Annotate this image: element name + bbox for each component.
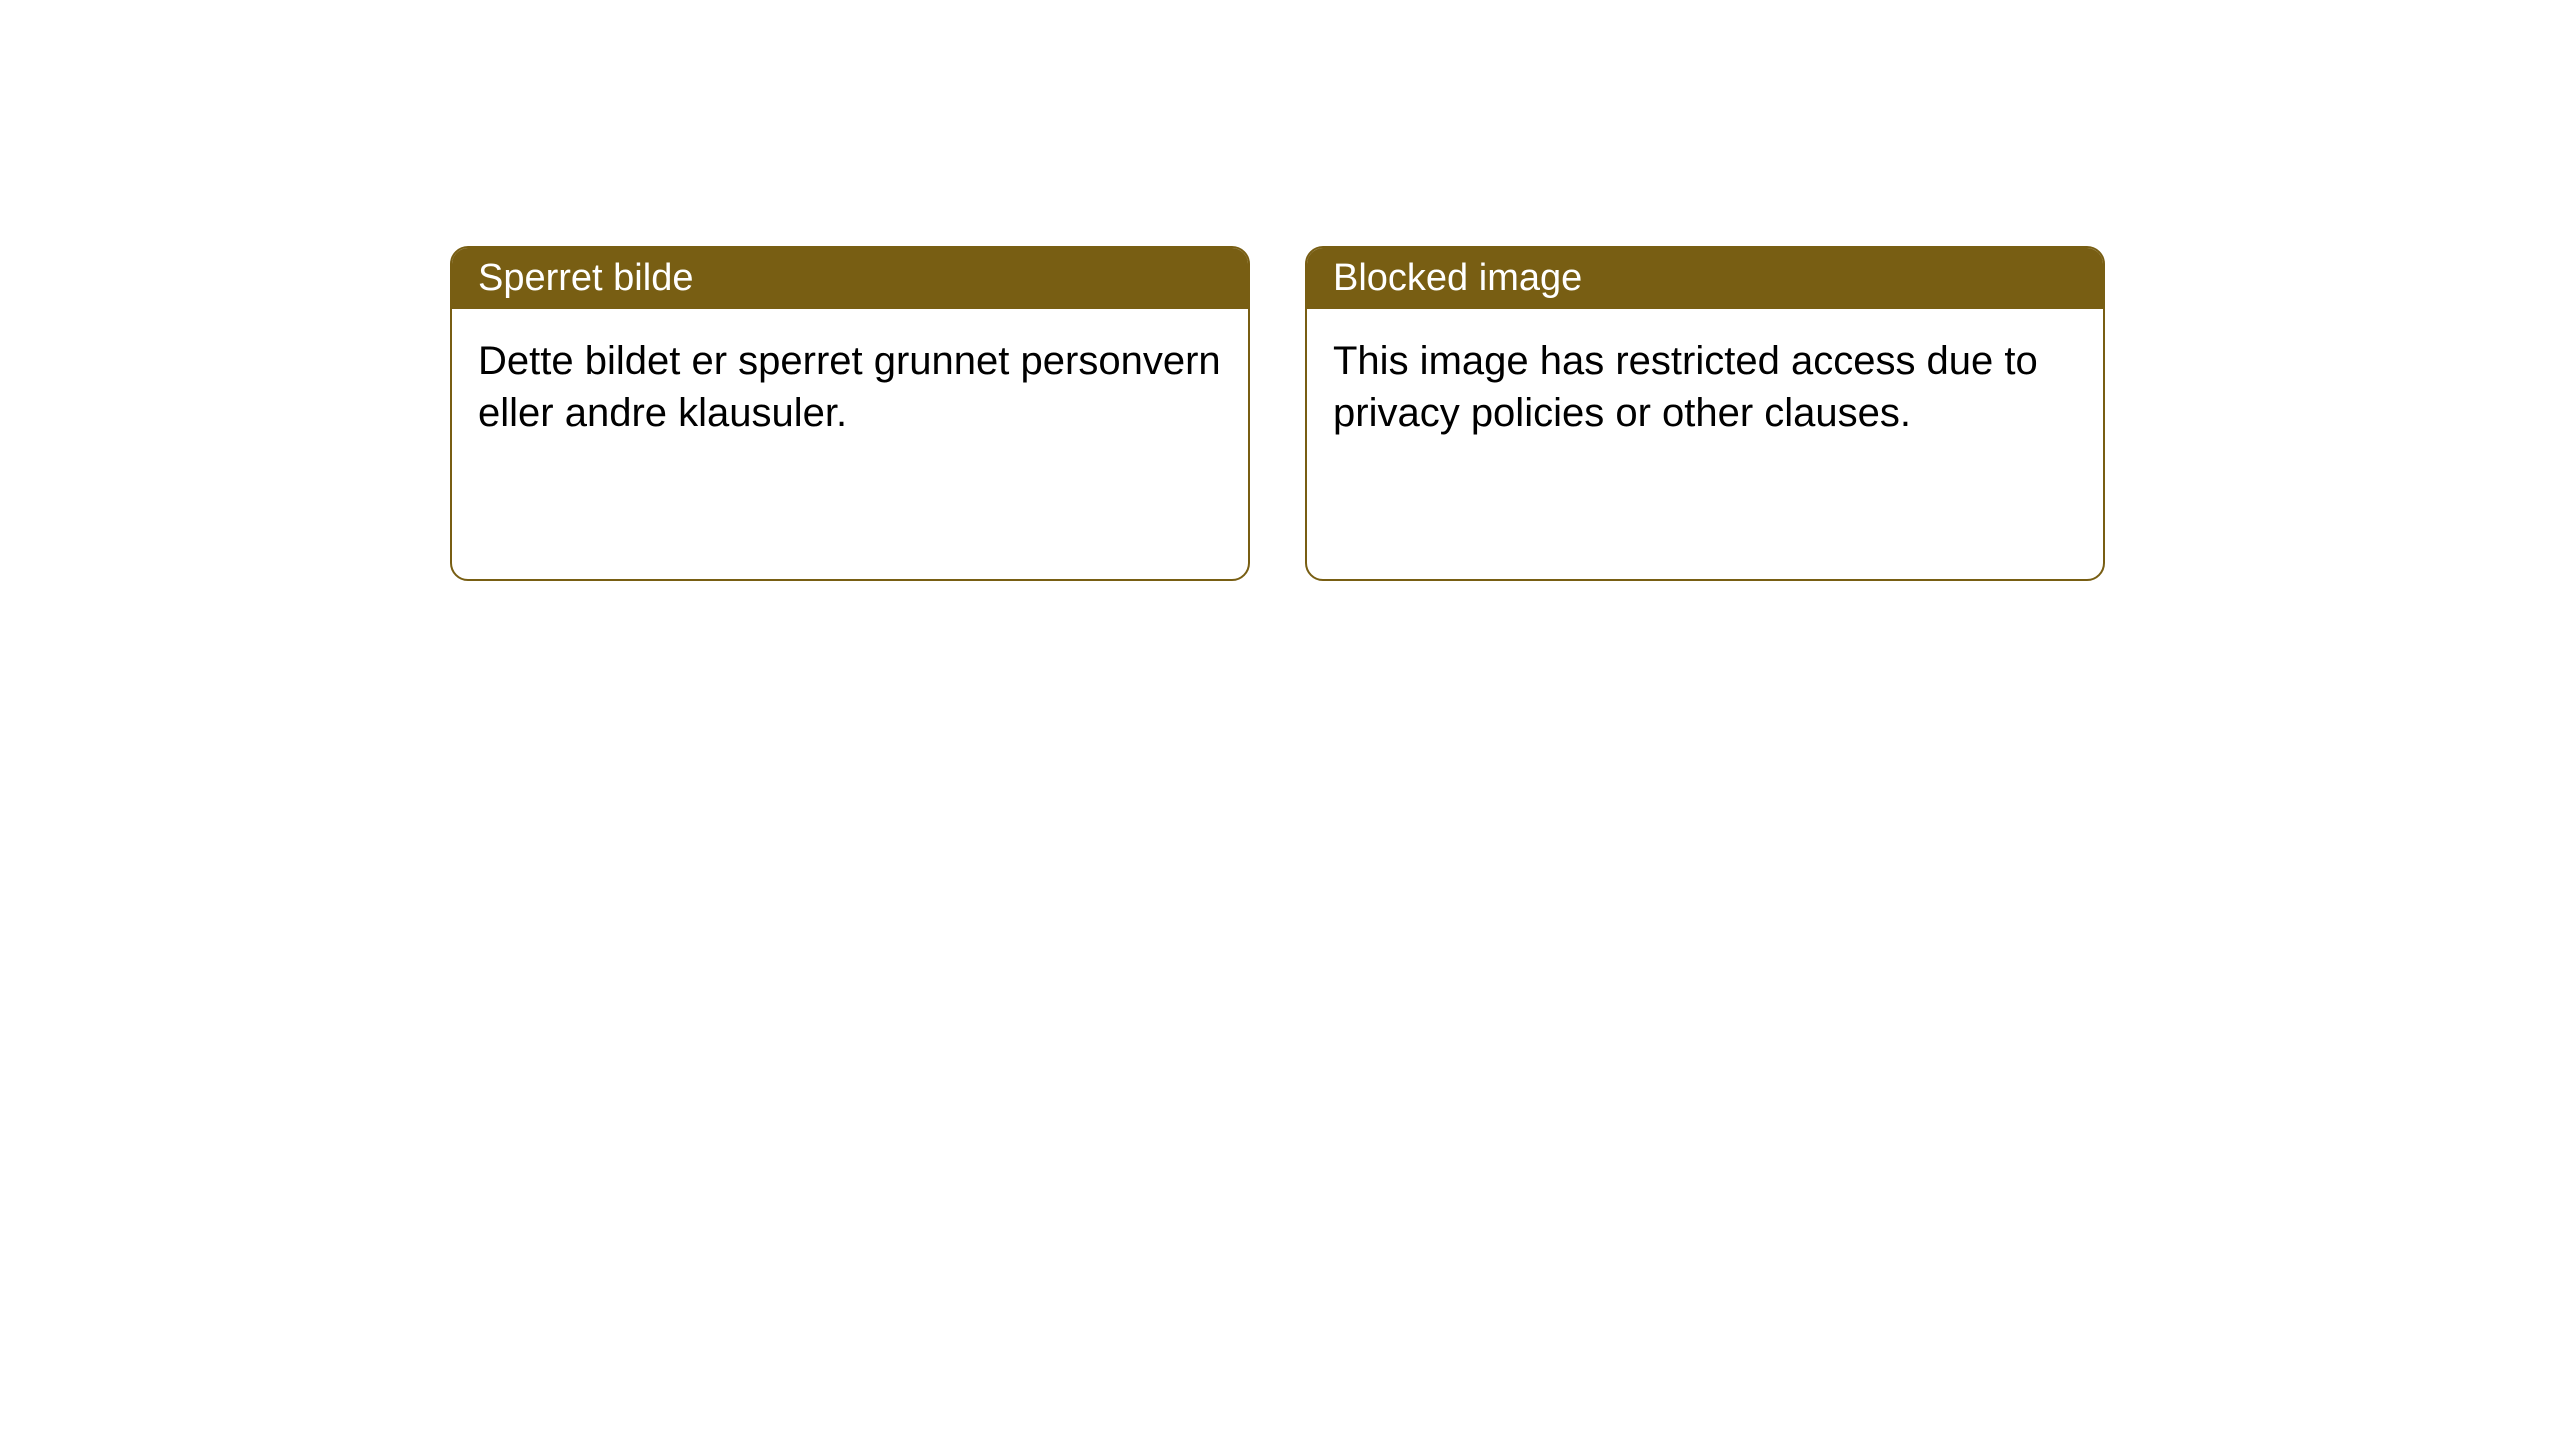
card-english: Blocked image This image has restricted … — [1305, 246, 2105, 581]
card-body-norwegian: Dette bildet er sperret grunnet personve… — [452, 309, 1248, 465]
card-norwegian: Sperret bilde Dette bildet er sperret gr… — [450, 246, 1250, 581]
card-header-english: Blocked image — [1307, 248, 2103, 309]
card-header-norwegian: Sperret bilde — [452, 248, 1248, 309]
card-body-english: This image has restricted access due to … — [1307, 309, 2103, 465]
blocked-image-cards: Sperret bilde Dette bildet er sperret gr… — [450, 246, 2105, 581]
